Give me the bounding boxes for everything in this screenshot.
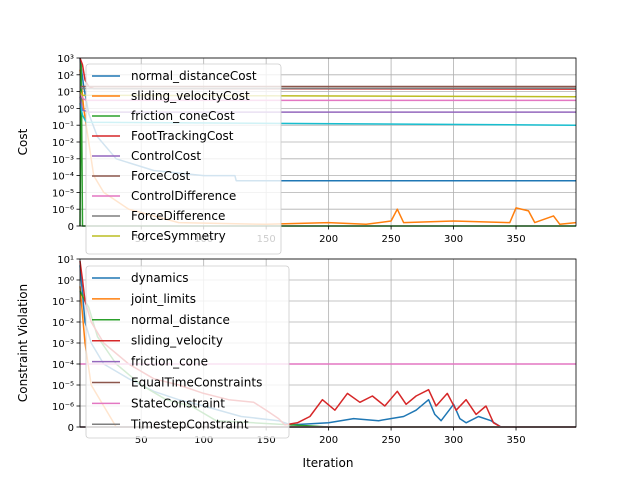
y-tick-label: 10³ — [57, 54, 74, 65]
y-axis-label: Constraint Violation — [16, 284, 30, 402]
y-tick-label: 10⁻⁵ — [52, 188, 74, 199]
x-tick-label: 350 — [506, 435, 525, 446]
x-axis-label: Iteration — [303, 456, 354, 470]
series-line-ForceSymmetry — [79, 91, 577, 98]
x-tick-label: 50 — [135, 435, 148, 446]
x-tick-label: 100 — [194, 435, 213, 446]
x-tick-label: 250 — [382, 234, 401, 245]
legend-box — [85, 63, 282, 255]
x-tick-label: 200 — [319, 234, 338, 245]
legend-label: StateConstraint — [131, 396, 225, 410]
legend-label: ForceSymmetry — [131, 229, 226, 243]
y-tick-label: 10⁻⁵ — [52, 381, 74, 392]
y-tick-label: 10² — [57, 71, 74, 82]
legend-label: TimestepConstraint — [130, 417, 249, 431]
y-tick-label: 10⁻³ — [52, 339, 74, 350]
legend-label: sliding_velocityCost — [131, 89, 250, 103]
legend-label: ControlCost — [131, 149, 201, 163]
y-axis-label: Cost — [16, 128, 30, 155]
x-tick-label: 300 — [444, 435, 463, 446]
y-tick-label: 0 — [68, 222, 74, 233]
legend-label: dynamics — [131, 271, 189, 285]
y-tick-label: 10⁻³ — [52, 155, 74, 166]
legend-label: FootTrackingCost — [131, 129, 234, 143]
x-tick-label: 350 — [506, 234, 525, 245]
legend: normal_distanceCost sliding_velocityCostf… — [85, 63, 282, 255]
legend-label: sliding_velocity — [131, 334, 223, 348]
y-tick-label: 10¹ — [57, 255, 74, 266]
legend-label: normal_distanceCost — [131, 69, 257, 83]
legend-label: ControlDifference — [131, 189, 236, 203]
legend-label: friction_coneCost — [131, 109, 235, 123]
x-tick-label: 250 — [382, 435, 401, 446]
y-tick-label: 10⁻¹ — [52, 297, 74, 308]
chart-panel-2: 50 100 150 200 250 300 350 0 10⁻⁶ 10⁻⁵ 10⁻⁴ 10⁻³ 10⁻… — [16, 255, 577, 470]
x-tick-label: 300 — [444, 234, 463, 245]
y-tick-label: 0 — [68, 423, 74, 434]
y-tick-label: 10⁰ — [57, 104, 74, 115]
x-tick-label: 200 — [319, 435, 338, 446]
legend-label: EqualTimeConstraints — [131, 376, 262, 390]
legend-label: normal_distance — [131, 313, 230, 327]
series-line-ControlDifference — [79, 91, 576, 102]
legend-label: ForceCost — [131, 169, 190, 183]
legend: dynamics joint_limits normal_distanceslidi… — [85, 265, 290, 439]
y-tick-label: 10⁰ — [57, 276, 74, 287]
y-tick-label: 10⁻⁴ — [52, 172, 74, 183]
legend-label: ForceDifference — [131, 209, 225, 223]
y-tick-label: 10⁻² — [52, 138, 74, 149]
y-tick-label: 10¹ — [57, 88, 74, 99]
y-tick-label: 10⁻⁶ — [52, 205, 74, 216]
series-line-ForceDifference — [79, 85, 577, 90]
legend-label: joint_limits — [130, 292, 196, 306]
chart-panel-1: 50100150200250300350010⁻⁶10⁻⁵10⁻⁴10⁻³10⁻… — [16, 54, 577, 255]
y-tick-label: 10⁻¹ — [52, 121, 74, 132]
y-tick-label: 10⁻⁴ — [52, 360, 74, 371]
x-tick-label: 150 — [257, 435, 276, 446]
y-tick-label: 10⁻² — [52, 318, 74, 329]
legend-box — [85, 265, 290, 439]
series-line-series-10 — [79, 103, 577, 126]
legend-label: friction_cone — [131, 355, 208, 369]
y-tick-label: 10⁻⁶ — [52, 402, 74, 413]
